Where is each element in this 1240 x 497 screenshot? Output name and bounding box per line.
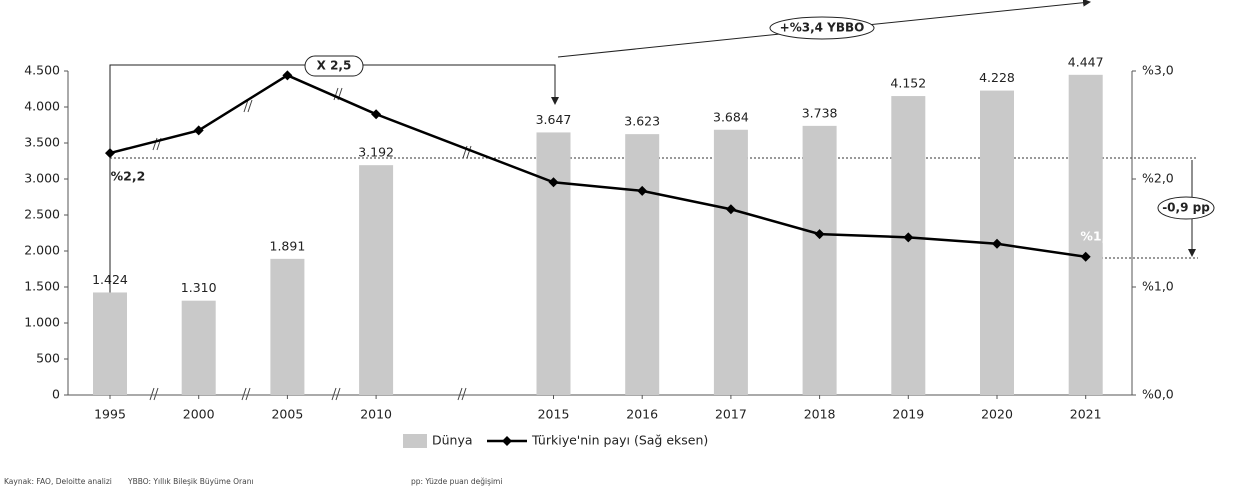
y-tick-label: 4.000 [24,99,60,114]
footnote: pp: Yüzde puan değişimi [411,477,502,486]
x-tick-label: 2018 [804,407,836,422]
bar-label: 3.623 [624,114,660,129]
bar-label: 3.738 [802,105,838,120]
y-tick-label: 3.500 [24,135,60,150]
marker [371,109,382,120]
marker [548,177,559,188]
x-tick-label: 2019 [892,407,924,422]
annotation-box [304,55,364,77]
y-tick-label: 4.500 [24,63,60,78]
bar [891,96,926,395]
bar-label: 1.891 [270,238,306,253]
marker [637,185,648,196]
bar [93,292,127,395]
line-label: %2,2 [111,169,146,184]
marker [725,204,736,215]
y-tick-label: 1.000 [24,315,60,330]
x-tick-label: 2020 [981,407,1013,422]
bar-label: 4.447 [1068,54,1104,69]
y2-tick-label: %1,0 [1142,279,1174,294]
annotation: +%3,4 YBBO [780,21,865,35]
y2-tick-label: %3,0 [1142,63,1174,78]
bar [181,300,216,395]
bar-label: 1.310 [181,280,217,295]
x-tick-label: 2015 [538,407,570,422]
bar [270,258,305,395]
x-tick-label: 2010 [360,407,392,422]
annotation-box [769,16,875,40]
y-tick-label: 2.500 [24,207,60,222]
bar [536,132,571,395]
marker [282,70,293,81]
legend-label: Dünya [432,433,473,448]
marker [903,232,914,243]
x-tick-label: 1995 [94,407,126,422]
bar-label: 4.152 [890,76,926,91]
x-tick-label: 2021 [1070,407,1102,422]
bar-label: 3.647 [536,112,572,127]
y-tick-label: 0 [52,387,60,402]
annotation-box [1157,196,1215,220]
y2-tick-label: %0,0 [1142,387,1174,402]
bar [713,129,748,395]
bar [625,134,660,396]
marker [105,148,115,159]
legend-swatch [502,436,512,446]
y-tick-label: 3.000 [24,171,60,186]
bar-label: 1.424 [92,272,128,287]
x-tick-label: 2017 [715,407,747,422]
line-label: %1,3 [1080,228,1115,243]
y-tick-label: 1.500 [24,279,60,294]
bracket [109,64,559,395]
legend-label: Türkiye'nin payı (Sağ eksen) [531,433,708,448]
annotation: -0,9 pp [1162,201,1210,215]
bar-label: 3.192 [358,145,394,160]
bar-label: 3.684 [713,109,749,124]
bar-label: 4.228 [979,70,1015,85]
marker [992,238,1002,249]
x-tick-label: 2016 [626,407,658,422]
y2-tick-label: %2,0 [1142,171,1174,186]
bar [802,125,837,395]
bar [1068,74,1103,395]
footnote: Kaynak: FAO, Deloitte analizi [4,477,112,486]
y-tick-label: 500 [36,351,60,366]
legend-swatch [403,434,427,448]
bar [359,165,394,395]
x-tick-label: 2005 [271,407,303,422]
annotation: X 2,5 [317,59,352,73]
x-tick-label: 2000 [183,407,215,422]
line [109,73,1086,258]
marker [1080,251,1091,262]
footnote: YBBO: Yıllık Bileşik Büyüme Oranı [127,477,254,486]
marker [814,229,825,240]
y-tick-label: 2.000 [24,243,60,258]
marker [193,125,204,136]
